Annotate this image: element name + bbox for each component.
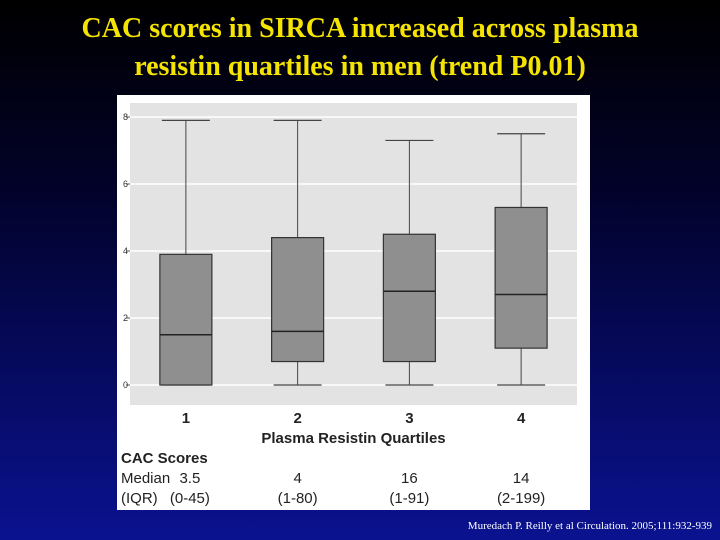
y-tick-label: 8 [123,112,128,122]
iqr-value: (0-45) [170,490,210,507]
slide-title: CAC scores in SIRCA increased across pla… [0,10,720,86]
chart-panel: 0 2 4 6 8 1 2 3 4 Plasma Resistin Quartiles CAC Sc… [117,95,590,510]
x-tick-label: 4 [517,410,526,427]
table-heading: CAC Scores [121,450,208,467]
median-value: 16 [401,470,418,487]
y-tick-label: 2 [123,313,128,323]
x-axis-title: Plasma Resistin Quartiles [261,430,445,447]
iqr-value: (2-199) [497,490,545,507]
box-q3 [382,233,436,363]
box-q1 [159,253,213,386]
box-q4 [494,206,548,349]
x-tick-label: 2 [293,410,301,427]
citation: Muredach P. Reilly et al Circulation. 20… [467,520,712,532]
median-row-label: Median [121,470,170,487]
x-tick-label: 3 [405,410,413,427]
y-tick-label: 0 [123,380,128,390]
iqr-value: (1-80) [278,490,318,507]
x-tick-label: 1 [182,410,190,427]
iqr-value: (1-91) [389,490,429,507]
title-line-1: CAC scores in SIRCA increased across pla… [81,13,639,44]
median-value: 14 [513,470,530,487]
median-value: 4 [293,470,301,487]
iqr-row-label: (IQR) [121,490,158,507]
box-q2 [271,237,325,363]
median-value: 3.5 [179,470,200,487]
y-tick-label: 4 [123,246,128,256]
y-tick-label: 6 [123,179,128,189]
box-plot-chart: 0 2 4 6 8 1 2 3 4 Plasma Resistin Quartiles CAC Sc… [121,103,577,507]
title-line-2: resistin quartiles in men (trend P0.01) [134,51,586,82]
